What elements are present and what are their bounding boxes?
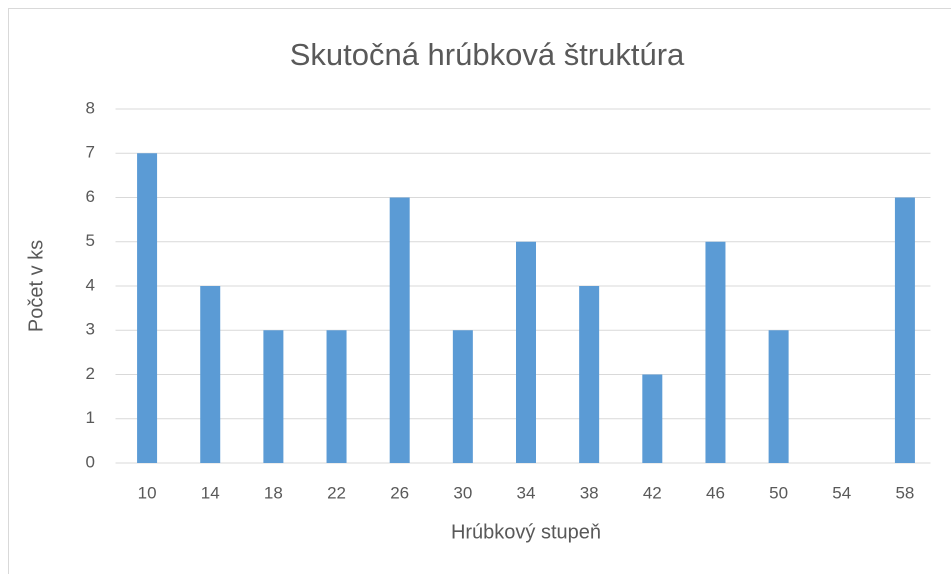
- y-tick-label: 7: [86, 143, 95, 162]
- bar: [452, 330, 473, 463]
- bar: [894, 197, 915, 463]
- x-tick-label: 22: [327, 483, 346, 502]
- bar: [768, 330, 789, 463]
- x-tick-label: 50: [769, 483, 788, 502]
- x-tick-label: 46: [706, 483, 725, 502]
- chart-frame: [8, 8, 951, 574]
- y-tick-label: 3: [86, 320, 95, 339]
- x-tick-label: 54: [832, 483, 851, 502]
- y-axis-label: Počet v ks: [25, 240, 47, 332]
- x-tick-label: 42: [643, 483, 662, 502]
- y-tick-label: 1: [86, 408, 95, 427]
- bar: [642, 374, 663, 463]
- x-tick-label: 58: [895, 483, 914, 502]
- bar: [326, 330, 347, 463]
- y-tick-label: 6: [86, 187, 95, 206]
- chart-title: Skutočná hrúbková štruktúra: [290, 37, 685, 72]
- x-tick-label: 10: [138, 483, 157, 502]
- bar: [705, 241, 726, 463]
- y-tick-label: 4: [86, 275, 95, 294]
- x-tick-label: 38: [580, 483, 599, 502]
- bar: [516, 241, 536, 463]
- x-axis-label: Hrúbkový stupeň: [451, 521, 601, 543]
- x-tick-label: 34: [517, 483, 536, 502]
- y-tick-label: 5: [86, 231, 95, 250]
- y-tick-label: 2: [86, 364, 95, 383]
- x-tick-label: 18: [264, 483, 283, 502]
- bar: [389, 197, 410, 463]
- bar: [579, 286, 600, 463]
- y-tick-label: 8: [86, 98, 95, 117]
- bar: [200, 286, 221, 463]
- x-tick-label: 30: [453, 483, 472, 502]
- x-tick-label: 26: [390, 483, 409, 502]
- bar: [137, 153, 158, 463]
- y-tick-label: 0: [86, 452, 95, 471]
- bar: [263, 330, 284, 463]
- x-tick-label: 14: [201, 483, 220, 502]
